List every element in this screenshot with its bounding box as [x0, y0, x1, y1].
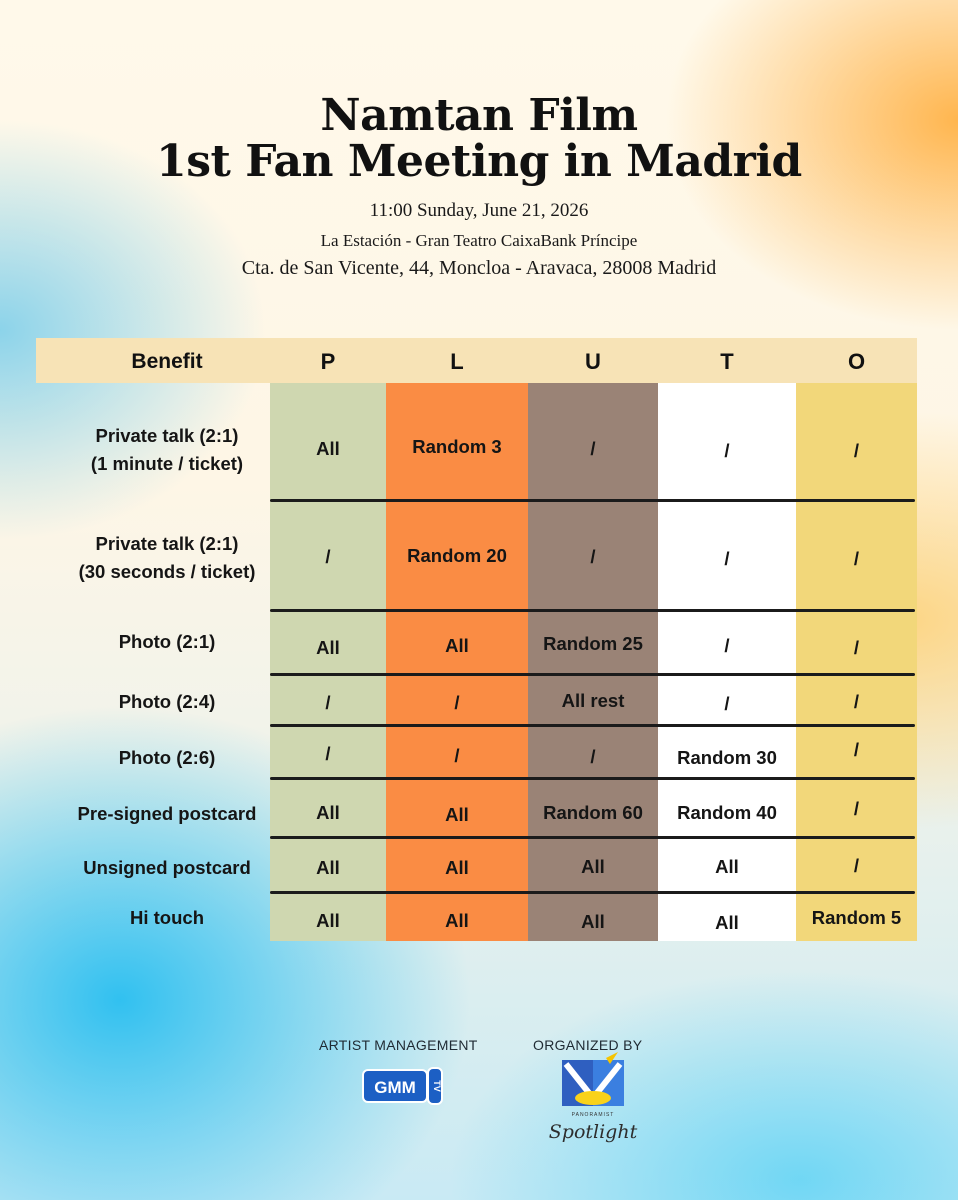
table-header: Benefit P L U T O [36, 338, 917, 383]
spotlight-logo: PANORAMIST Spotlight [549, 1052, 638, 1143]
cell-pre-signed-postcard-l: All [445, 804, 469, 825]
cell-photo-2-4-t: / [724, 693, 730, 714]
gmm-logo-text: GMM [374, 1078, 416, 1097]
row-divider [270, 673, 915, 676]
header-u: U [585, 349, 601, 374]
row-label-photo-2-4: Photo (2:4) [36, 688, 298, 716]
gmm-tv-logo: GMM TV [362, 1067, 443, 1105]
row-label-line: Private talk (2:1) [95, 425, 239, 446]
cell-unsigned-postcard-t: All [715, 856, 739, 877]
cell-photo-2-4-o: / [853, 691, 860, 712]
cell-private-talk-30sec-p: / [325, 546, 331, 567]
cell-photo-2-4-p: / [325, 692, 331, 713]
cell-private-talk-1min-l: Random 3 [412, 436, 502, 457]
cell-hi-touch-o: Random 5 [811, 907, 902, 928]
cell-hi-touch-t: All [715, 912, 739, 933]
cell-photo-2-6-p: / [325, 743, 331, 764]
event-datetime: 11:00 Sunday, June 21, 2026 [369, 200, 589, 221]
cell-photo-2-1-p: All [316, 637, 340, 658]
event-venue: La Estación - Gran Teatro CaixaBank Prín… [320, 231, 638, 250]
cell-photo-2-1-l: All [445, 635, 469, 656]
column-o [796, 383, 917, 941]
cell-private-talk-30sec-u: / [590, 546, 596, 567]
row-label-pre-signed-postcard: Pre-signed postcard [36, 800, 298, 828]
row-label-line: Hi touch [130, 907, 204, 928]
event-address: Cta. de San Vicente, 44, Moncloa - Arava… [241, 257, 717, 279]
cell-private-talk-1min-t: / [724, 440, 730, 461]
row-divider [270, 836, 915, 839]
cell-unsigned-postcard-p: All [316, 857, 340, 878]
column-u [528, 383, 658, 941]
header-t: T [720, 349, 734, 374]
row-label-line: Photo (2:6) [118, 747, 216, 768]
header-benefit: Benefit [131, 350, 203, 373]
cell-pre-signed-postcard-u: Random 60 [543, 802, 643, 823]
row-label-line: (1 minute / ticket) [90, 453, 244, 474]
header-l: L [450, 349, 464, 374]
cell-hi-touch-l: All [445, 910, 469, 931]
cell-private-talk-30sec-t: / [724, 548, 730, 569]
cell-photo-2-4-l: / [454, 692, 460, 713]
row-label-photo-2-6: Photo (2:6) [36, 744, 298, 772]
row-label-line: Photo (2:4) [118, 691, 216, 712]
cell-hi-touch-p: All [316, 910, 340, 931]
organized-by-label: ORGANIZED BY [533, 1037, 643, 1053]
row-label-unsigned-postcard: Unsigned postcard [36, 854, 298, 882]
row-label-hi-touch: Hi touch [36, 904, 298, 932]
row-label-private-talk-1min: Private talk (2:1) (1 minute / ticket) [36, 422, 298, 478]
row-label-line: Pre-signed postcard [77, 803, 257, 824]
cell-private-talk-30sec-o: / [853, 548, 860, 569]
gmm-logo-suffix: TV [432, 1080, 442, 1092]
title-line-1: Namtan Film [320, 90, 638, 141]
cell-photo-2-1-o: / [853, 637, 860, 658]
row-divider [270, 724, 915, 727]
cell-photo-2-6-l: / [454, 745, 460, 766]
row-divider [270, 499, 915, 502]
cell-unsigned-postcard-o: / [853, 855, 860, 876]
cell-private-talk-1min-o: / [853, 440, 860, 461]
row-label-line: Unsigned postcard [83, 857, 251, 878]
cell-pre-signed-postcard-o: / [853, 798, 860, 819]
cell-photo-2-6-t: Random 30 [677, 747, 777, 768]
column-t [658, 383, 796, 941]
cell-pre-signed-postcard-p: All [316, 802, 340, 823]
row-divider [270, 609, 915, 612]
cell-hi-touch-u: All [581, 911, 605, 932]
row-divider [270, 891, 915, 894]
title-line-2: 1st Fan Meeting in Madrid [156, 136, 802, 187]
cell-pre-signed-postcard-t: Random 40 [677, 802, 777, 823]
row-label-photo-2-1: Photo (2:1) [36, 628, 298, 656]
artist-management-label: ARTIST MANAGEMENT [319, 1037, 478, 1053]
row-divider [270, 777, 915, 780]
cell-photo-2-1-t: / [724, 635, 730, 656]
spotlight-logo-small-text: PANORAMIST [572, 1112, 615, 1118]
cell-photo-2-6-u: / [590, 746, 596, 767]
row-label-line: Private talk (2:1) [95, 533, 239, 554]
cell-unsigned-postcard-l: All [445, 857, 469, 878]
column-p [270, 383, 386, 941]
row-label-private-talk-30sec: Private talk (2:1) (30 seconds / ticket) [36, 530, 298, 586]
cell-photo-2-6-o: / [853, 739, 860, 760]
cell-private-talk-30sec-l: Random 20 [407, 545, 507, 566]
cell-private-talk-1min-p: All [316, 438, 340, 459]
row-label-line: (30 seconds / ticket) [78, 561, 256, 582]
spotlight-logo-text: Spotlight [549, 1121, 638, 1143]
cell-unsigned-postcard-u: All [581, 856, 605, 877]
header-p: P [320, 349, 336, 374]
cell-photo-2-1-u: Random 25 [543, 633, 643, 654]
row-label-line: Photo (2:1) [118, 631, 216, 652]
header-o: O [847, 349, 866, 374]
cell-private-talk-1min-u: / [590, 438, 596, 459]
column-l [386, 383, 528, 941]
cell-photo-2-4-u: All rest [561, 690, 625, 711]
